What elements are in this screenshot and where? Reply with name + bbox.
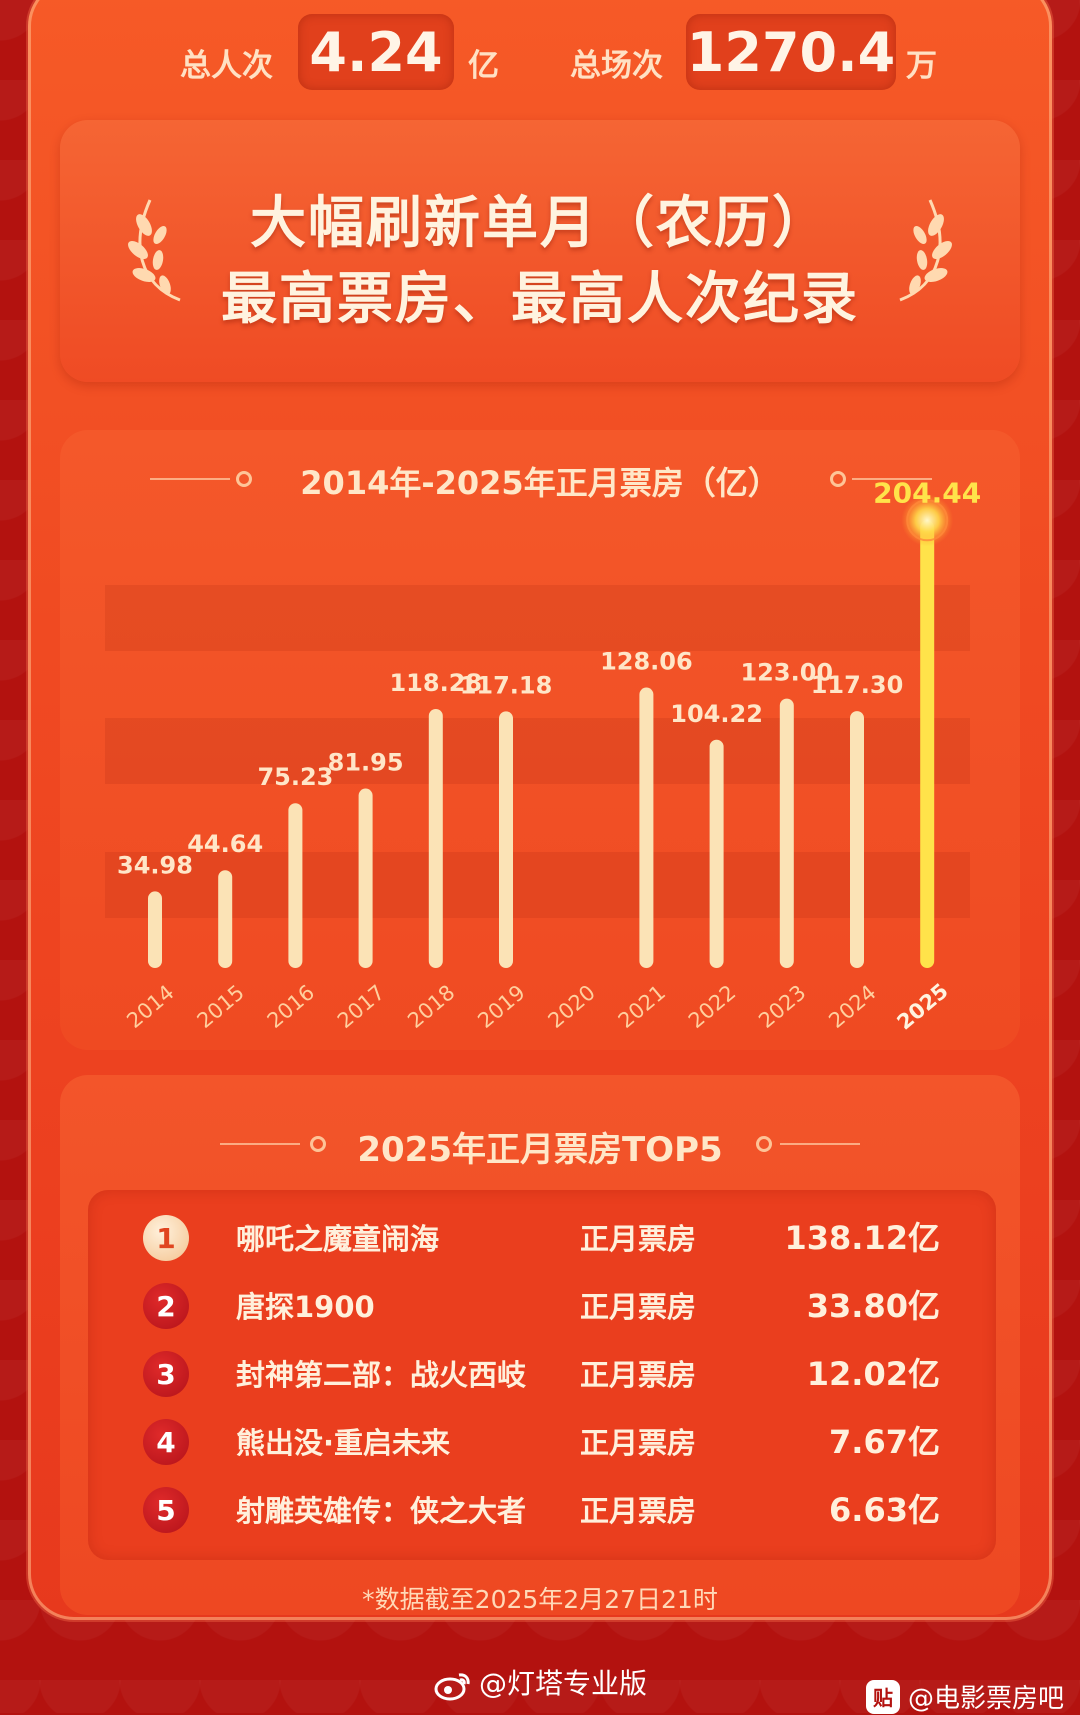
list-item: 3 封神第二部：战火西岐 正月票房 12.02亿 bbox=[0, 1344, 1080, 1404]
chart-title-line-left bbox=[150, 478, 230, 480]
rank-badge: 2 bbox=[143, 1283, 189, 1329]
bar-value-label-2019: 117.18 bbox=[460, 671, 553, 699]
list-item: 2 唐探1900 正月票房 33.80亿 bbox=[0, 1276, 1080, 1336]
box-office-value: 33.80亿 bbox=[806, 1287, 940, 1325]
movie-name: 封神第二部：战火西岐 bbox=[236, 1358, 527, 1392]
movie-name: 唐探1900 bbox=[236, 1290, 375, 1324]
x-tick-label-2015: 2015 bbox=[193, 980, 249, 1033]
top5-title-line-right bbox=[780, 1143, 860, 1145]
box-office-type: 正月票房 bbox=[580, 1494, 697, 1528]
x-tick-label-2020: 2020 bbox=[544, 980, 600, 1033]
box-office-value: 138.12亿 bbox=[784, 1219, 941, 1257]
box-office-type: 正月票房 bbox=[580, 1290, 697, 1324]
bar-2021 bbox=[639, 687, 654, 968]
footnote: *数据截至2025年2月27日21时 bbox=[362, 1585, 718, 1614]
rank-badge: 4 bbox=[143, 1419, 189, 1465]
total-attendance-unit: 亿 bbox=[468, 48, 499, 84]
chart-title-dot-left bbox=[236, 471, 252, 487]
x-tick-label-2023: 2023 bbox=[754, 980, 810, 1033]
x-tick-label-2017: 2017 bbox=[333, 980, 389, 1033]
bar-value-label-2014: 34.98 bbox=[117, 851, 193, 879]
top5-title: 2025年正月票房TOP5 bbox=[357, 1130, 723, 1170]
laurel-right-icon bbox=[899, 199, 952, 302]
bar-2019 bbox=[499, 711, 513, 968]
x-tick-label-2021: 2021 bbox=[614, 980, 670, 1033]
source-text: @灯塔专业版 bbox=[478, 1667, 647, 1700]
source-credit: @灯塔专业版 bbox=[0, 1662, 1080, 1702]
x-tick-label-2022: 2022 bbox=[684, 980, 740, 1033]
bar-value-label-2017: 81.95 bbox=[328, 749, 404, 777]
box-office-value: 12.02亿 bbox=[806, 1355, 940, 1393]
movie-name: 射雕英雄传：侠之大者 bbox=[236, 1494, 527, 1528]
box-office-value: 7.67亿 bbox=[829, 1423, 940, 1461]
rank-badge: 1 bbox=[143, 1215, 189, 1261]
total-screenings-value: 1270.4 bbox=[686, 14, 896, 90]
top5-title-line-left bbox=[220, 1143, 300, 1145]
movie-name: 哪吒之魔童闹海 bbox=[236, 1222, 440, 1256]
chart-band-1 bbox=[105, 718, 970, 784]
bar-2024 bbox=[850, 711, 864, 968]
bar-value-label-2023: 123.00 bbox=[740, 659, 833, 687]
x-tick-label-2024: 2024 bbox=[824, 980, 880, 1033]
x-tick-label-2018: 2018 bbox=[403, 980, 459, 1033]
box-office-type: 正月票房 bbox=[580, 1426, 697, 1460]
headline-line-2: 最高票房、最高人次纪录 bbox=[221, 267, 859, 332]
x-tick-label-2014: 2014 bbox=[122, 980, 178, 1033]
list-item: 1 哪吒之魔童闹海 正月票房 138.12亿 bbox=[0, 1208, 1080, 1268]
tieba-icon: 贴 bbox=[865, 1679, 900, 1714]
box-office-type: 正月票房 bbox=[580, 1358, 697, 1392]
bar-value-label-2025: 204.44 bbox=[873, 476, 981, 509]
bar-value-label-2021: 128.06 bbox=[600, 648, 693, 676]
total-screenings-label: 总场次 bbox=[570, 48, 663, 84]
headline-line-1: 大幅刷新单月（农历） bbox=[250, 191, 830, 256]
watermark-text: @电影票房吧 bbox=[907, 1684, 1064, 1714]
list-item: 4 熊出没·重启未来 正月票房 7.67亿 bbox=[0, 1412, 1080, 1472]
bar-2016 bbox=[288, 803, 303, 968]
bar-value-label-2024: 117.30 bbox=[811, 671, 904, 699]
total-attendance-value: 4.24 bbox=[298, 14, 454, 90]
bar-value-label-2018: 118.28 bbox=[389, 669, 482, 697]
chart-title-line-right bbox=[852, 478, 932, 480]
x-tick-label-2019: 2019 bbox=[473, 980, 529, 1033]
bar-value-label-2016: 75.23 bbox=[257, 763, 333, 791]
total-screenings-unit: 万 bbox=[906, 48, 937, 84]
rank-badge: 3 bbox=[143, 1351, 189, 1397]
bar-value-label-2022: 104.22 bbox=[670, 700, 763, 728]
chart-title-dot-right bbox=[830, 471, 846, 487]
top5-title-dot-left bbox=[310, 1136, 326, 1152]
bar-highlight-glow bbox=[901, 494, 954, 547]
x-tick-label-2025: 2025 bbox=[893, 979, 953, 1035]
bar-2025 bbox=[920, 520, 935, 968]
x-tick-label-2016: 2016 bbox=[263, 980, 319, 1033]
laurel-left-icon bbox=[128, 199, 181, 302]
top5-list bbox=[88, 1190, 996, 1560]
bar-2023 bbox=[779, 698, 794, 968]
box-office-value: 6.63亿 bbox=[829, 1491, 940, 1529]
chart-title: 2014年-2025年正月票房（亿） bbox=[300, 464, 780, 502]
bar-value-label-2015: 44.64 bbox=[187, 830, 263, 858]
movie-name: 熊出没·重启未来 bbox=[236, 1426, 451, 1460]
bar-2014 bbox=[148, 891, 162, 968]
chart-band-2 bbox=[105, 852, 970, 918]
list-item: 5 射雕英雄传：侠之大者 正月票房 6.63亿 bbox=[0, 1480, 1080, 1540]
bar-2022 bbox=[709, 739, 724, 968]
top5-title-dot-right bbox=[756, 1136, 772, 1152]
bar-highlight-ring bbox=[906, 499, 949, 542]
bar-2018 bbox=[428, 708, 443, 968]
bar-2015 bbox=[218, 870, 233, 968]
weibo-icon bbox=[434, 1673, 470, 1701]
total-attendance-label: 总人次 bbox=[180, 48, 273, 84]
box-office-type: 正月票房 bbox=[580, 1222, 697, 1256]
rank-badge: 5 bbox=[143, 1487, 189, 1533]
headline-box: 大幅刷新单月（农历） 最高票房、最高人次纪录 bbox=[60, 120, 1020, 382]
watermark: 贴 @电影票房吧 bbox=[865, 1678, 1064, 1715]
chart-band-0 bbox=[105, 585, 970, 651]
bar-2017 bbox=[358, 788, 373, 968]
